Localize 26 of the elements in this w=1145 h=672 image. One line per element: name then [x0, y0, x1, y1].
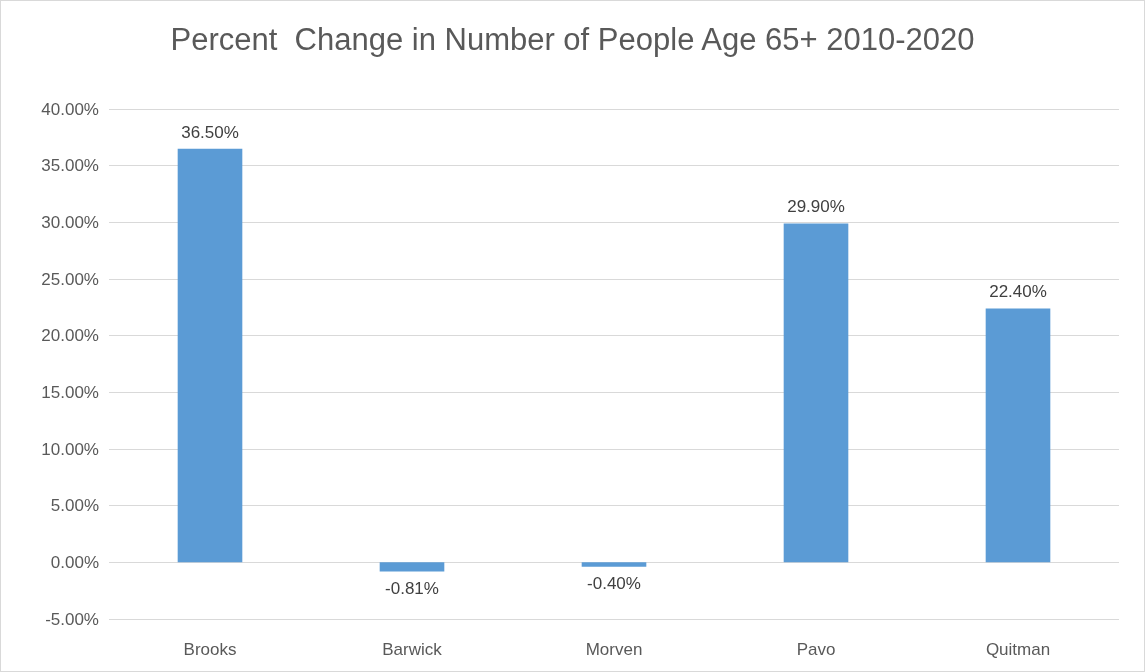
- x-tick-label: Pavo: [796, 640, 836, 659]
- data-label: -0.40%: [587, 573, 641, 593]
- bar: [783, 223, 849, 563]
- y-tick-label: 30.00%: [41, 212, 99, 232]
- data-label: 22.40%: [989, 282, 1047, 302]
- y-tick-label: 5.00%: [50, 496, 99, 516]
- data-label: 36.50%: [181, 122, 239, 142]
- y-tick-label: 25.00%: [41, 269, 99, 289]
- bar: [581, 562, 647, 567]
- x-tick-label: Quitman: [985, 640, 1051, 659]
- y-tick-label: 0.00%: [50, 552, 99, 572]
- y-tick-label: 35.00%: [41, 156, 99, 176]
- y-tick-label: 40.00%: [41, 99, 99, 119]
- y-tick-label: -5.00%: [45, 609, 99, 629]
- y-tick-label: 20.00%: [41, 326, 99, 346]
- y-tick-label: 15.00%: [41, 382, 99, 402]
- bar: [985, 308, 1051, 563]
- bar: [177, 148, 243, 563]
- y-tick-label: 10.00%: [41, 439, 99, 459]
- x-tick-label: Brooks: [183, 640, 237, 659]
- data-label: 29.90%: [787, 197, 845, 217]
- bar: [379, 562, 445, 572]
- x-tick-label: Barwick: [382, 640, 443, 659]
- data-label: -0.81%: [385, 578, 439, 598]
- chart-title: Percent Change in Number of People Age 65+ 2010-2020: [170, 22, 975, 57]
- x-tick-label: Morven: [585, 640, 643, 659]
